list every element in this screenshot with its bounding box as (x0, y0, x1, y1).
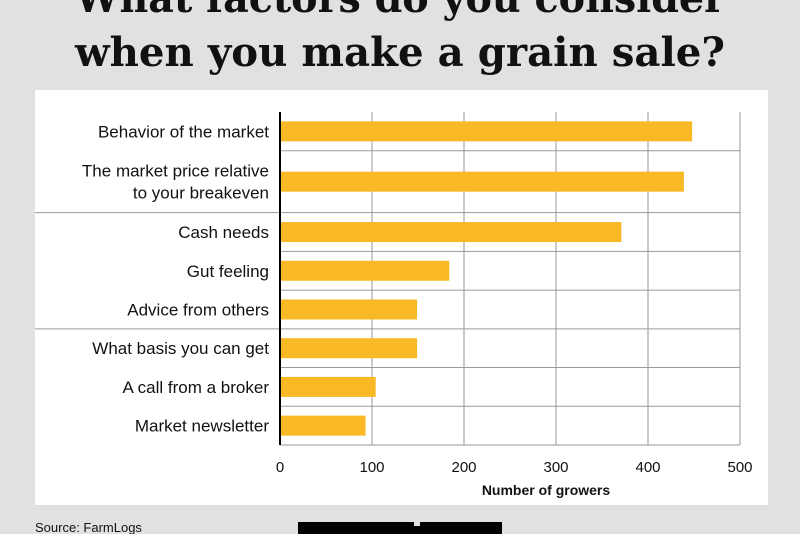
bar (280, 415, 366, 436)
bar (280, 171, 684, 192)
category-label: A call from a broker (123, 378, 270, 397)
category-label: What basis you can get (92, 339, 269, 358)
x-tick-label: 400 (635, 459, 660, 476)
logo-notch (414, 522, 420, 526)
x-tick-label: 200 (451, 459, 476, 476)
category-label: The market price relative to your breakev… (82, 162, 269, 203)
x-tick-label: 300 (543, 459, 568, 476)
category-label: Market newsletter (135, 417, 269, 436)
bar (280, 299, 418, 320)
chart-title: What factors do you consider (74, 0, 726, 22)
bar (280, 260, 450, 281)
logo (298, 522, 502, 534)
x-axis-label: Number of growers (482, 482, 611, 498)
category-label: Advice from others (127, 300, 269, 319)
bar (280, 376, 376, 397)
bar (280, 338, 418, 359)
panel (35, 90, 768, 505)
x-tick-label: 0 (276, 459, 284, 476)
category-label: Behavior of the market (98, 122, 269, 141)
source: Source: FarmLogs (35, 520, 142, 534)
category-label: Gut feeling (187, 262, 269, 281)
x-tick-label: 500 (727, 459, 752, 476)
bar (280, 121, 693, 142)
bar (280, 222, 622, 243)
x-tick-label: 100 (359, 459, 384, 476)
category-label: Cash needs (178, 223, 269, 242)
chart-title: when you make a grain sale? (74, 29, 725, 76)
